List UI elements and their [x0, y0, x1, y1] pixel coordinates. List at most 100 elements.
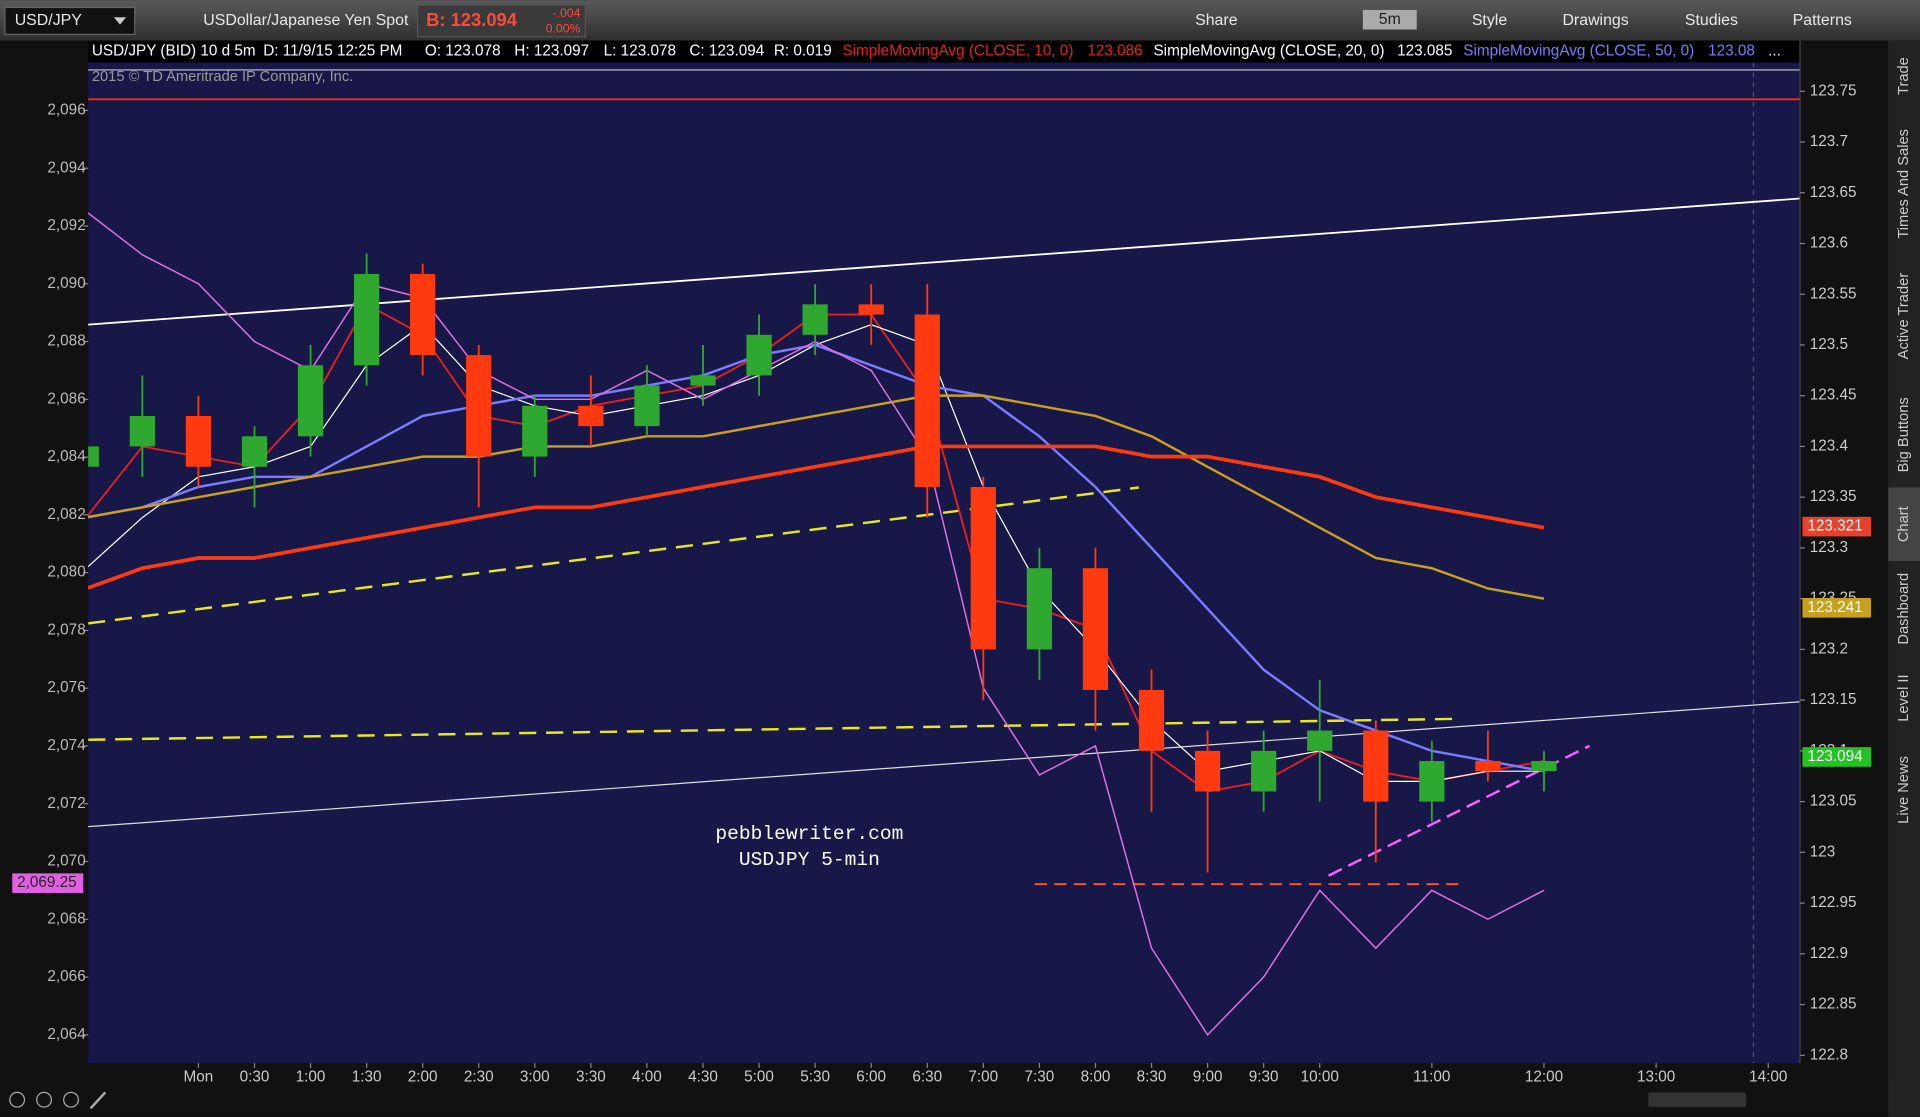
x-tick-label: 6:00 — [856, 1069, 886, 1086]
dropdown-arrow[interactable] — [113, 17, 127, 25]
symbol-box[interactable] — [4, 6, 136, 36]
draw-icon[interactable] — [89, 1091, 107, 1110]
x-tick-label: 5:00 — [744, 1069, 774, 1086]
candle-body — [185, 415, 212, 467]
button[interactable]: Patterns — [1793, 12, 1852, 29]
x-tick-label: 4:00 — [632, 1069, 662, 1086]
candle-body — [88, 446, 99, 467]
x-tick-label: 11:00 — [1413, 1069, 1450, 1086]
more[interactable]: ... — [1768, 43, 1781, 60]
side-tab[interactable]: Chart — [1896, 506, 1912, 542]
price-tag — [1802, 747, 1872, 767]
plot-area — [88, 40, 1800, 1063]
y-tick-label: 123.7 — [1810, 133, 1848, 150]
x-tick-label: 5:30 — [800, 1069, 830, 1086]
x-tick-label: 13:00 — [1637, 1069, 1675, 1086]
y2-tick-label: 2,086 — [47, 390, 85, 407]
y-tick-label: 123.5 — [1810, 336, 1848, 353]
left-tag — [12, 873, 84, 893]
indicator-line — [88, 444, 1545, 590]
y2-tick-label: 2,084 — [47, 448, 86, 465]
price-tag-label: 123.094 — [1807, 748, 1863, 765]
candle-body — [914, 314, 940, 488]
timeframe-box[interactable] — [1362, 9, 1417, 30]
legend-name: SimpleMovingAvg (CLOSE, 10, 0) — [842, 43, 1073, 60]
x-tick-label: 7:30 — [1025, 1069, 1055, 1086]
candle-body — [746, 334, 772, 376]
y-tick-label: 123.6 — [1810, 235, 1848, 252]
candle-body — [354, 273, 380, 366]
trend-line — [88, 701, 1800, 828]
candle-body — [1475, 761, 1501, 772]
y2-tick-label: 2,094 — [47, 159, 86, 176]
y2-tick-label: 2,070 — [47, 853, 85, 870]
trend-line — [88, 717, 1455, 741]
button[interactable]: Studies — [1685, 12, 1738, 29]
candle-body — [1194, 750, 1221, 792]
y2-tick-label: 2,074 — [47, 737, 86, 754]
price-tag-label: 123.241 — [1807, 599, 1862, 616]
y-tick-label: 123.75 — [1810, 82, 1857, 99]
zoom-out-icon[interactable] — [63, 1091, 79, 1108]
close: C: 123.094 — [689, 43, 764, 60]
x-tick-label: 2:00 — [408, 1069, 438, 1086]
y2-tick-label: 2,088 — [47, 333, 85, 350]
y-tick-label: 123.65 — [1810, 184, 1857, 201]
scrollbar[interactable] — [1648, 1092, 1747, 1108]
x-tick-label: 9:00 — [1193, 1069, 1223, 1086]
candle-body — [241, 436, 268, 467]
x-tick-label: 8:30 — [1137, 1069, 1167, 1086]
y2-tick-label: 2,090 — [47, 275, 85, 292]
candle-body — [522, 405, 548, 457]
x-tick-label: 3:00 — [520, 1069, 550, 1086]
y-tick-label: 123.05 — [1810, 793, 1857, 810]
y2-tick-label: 2,076 — [47, 679, 85, 696]
button[interactable]: Drawings — [1562, 12, 1628, 29]
candle-body — [1082, 568, 1109, 690]
button[interactable]: Share — [1195, 12, 1238, 29]
y2-tick-label: 2,092 — [47, 217, 85, 234]
x-tick-label: 12:00 — [1525, 1069, 1563, 1086]
bid: B: 123.094 — [426, 9, 518, 30]
candle-body — [578, 405, 604, 427]
side-tab[interactable]: Live News — [1896, 756, 1912, 824]
y-tick-label: 123.4 — [1810, 437, 1849, 454]
button[interactable]: 5m — [1379, 11, 1401, 28]
x-tick-label: 3:30 — [576, 1069, 606, 1086]
side-tab[interactable]: Dashboard — [1896, 573, 1912, 645]
candle-body — [690, 375, 716, 386]
candle-body — [1363, 730, 1389, 802]
y-tick-label: 123.3 — [1810, 539, 1848, 556]
side-tab[interactable]: Level II — [1896, 674, 1912, 721]
candle-body — [1419, 761, 1445, 802]
side-panel — [1888, 40, 1920, 1117]
study: USD/JPY (BID) 10 d 5m — [92, 43, 256, 60]
button[interactable]: Style — [1472, 12, 1508, 29]
y2-tick-label: 2,072 — [47, 795, 85, 812]
candle-body — [1026, 568, 1053, 650]
side-tab[interactable]: Big Buttons — [1896, 397, 1912, 472]
zoom-in-icon[interactable] — [36, 1091, 53, 1108]
change: -.004 — [553, 6, 581, 20]
y2-tick-label: 2,082 — [47, 506, 85, 523]
annotation: pebblewriter.com — [715, 823, 903, 845]
y2-tick-label: 2,078 — [47, 621, 85, 638]
bottom-bar — [0, 1085, 1889, 1117]
side-tab[interactable]: Times And Sales — [1896, 129, 1912, 239]
annotation: USDJPY 5-min — [739, 849, 880, 871]
side-tab[interactable]: Active Trader — [1896, 273, 1912, 360]
side-tab[interactable]: Trade — [1896, 57, 1912, 95]
range: R: 0.019 — [774, 43, 832, 60]
zoom-icon[interactable] — [9, 1091, 26, 1108]
x-tick-label: 0:30 — [240, 1069, 270, 1086]
open: O: 123.078 — [425, 43, 501, 60]
y-tick-label: 122.85 — [1810, 996, 1857, 1013]
price-tag — [1802, 597, 1872, 618]
description: USDollar/Japanese Yen Spot — [203, 12, 409, 29]
indicator-line — [88, 394, 1545, 600]
legend-name: SimpleMovingAvg (CLOSE, 50, 0) — [1463, 43, 1694, 60]
price-tag-label: 123.321 — [1807, 518, 1862, 535]
toolbar — [0, 0, 1920, 41]
symbol: USD/JPY — [15, 12, 83, 29]
